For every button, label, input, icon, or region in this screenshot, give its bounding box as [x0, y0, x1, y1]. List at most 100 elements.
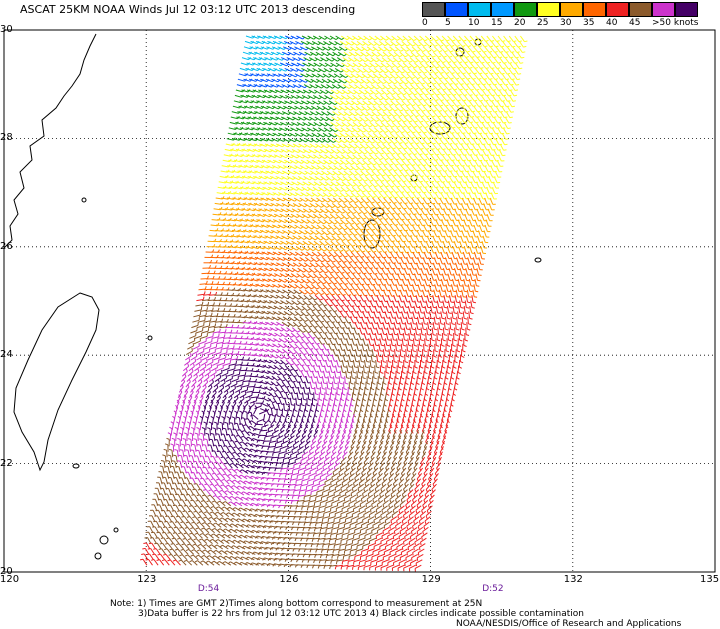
wind-barb-flag — [343, 239, 346, 240]
wind-barb-flag — [333, 173, 336, 175]
wind-barb-flag — [427, 89, 430, 90]
wind-barb-flag — [374, 44, 377, 46]
wind-barb-flag — [304, 298, 307, 300]
wind-barb-flag — [342, 272, 345, 273]
wind-barb-flag — [323, 283, 326, 284]
wind-barb — [440, 257, 443, 264]
wind-barb-flag — [400, 83, 403, 84]
wind-barb — [441, 279, 443, 286]
wind-barb-flag — [383, 142, 386, 143]
wind-barb-flag — [379, 137, 382, 138]
wind-barb-flag — [369, 158, 372, 159]
wind-barb-flag — [297, 276, 299, 278]
wind-barb-flag — [402, 45, 405, 46]
wind-barb-flag — [394, 82, 397, 83]
wind-barb-flag — [354, 60, 356, 62]
wind-barb-flag — [420, 67, 423, 68]
wind-barb — [406, 257, 409, 263]
wind-barb-flag — [396, 164, 399, 165]
wind-barb-flag — [386, 99, 389, 100]
wind-barb-flag — [349, 234, 352, 235]
wind-barb-flag — [387, 120, 390, 121]
wind-barb-flag — [362, 76, 365, 78]
wind-barb-flag — [512, 106, 515, 107]
wind-barb — [475, 187, 478, 193]
wind-barb-flag — [362, 224, 365, 225]
wind-barb-flag — [376, 153, 379, 154]
wind-barb-flag — [320, 271, 323, 272]
wind-barb-flag — [327, 206, 330, 208]
wind-barb-flag — [317, 168, 319, 170]
wind-barb-flag — [325, 217, 328, 219]
wind-barb-flag — [327, 294, 330, 295]
wind-barb — [486, 193, 489, 199]
wind-barb-flag — [383, 115, 386, 116]
wind-barb-flag — [438, 56, 441, 57]
wind-barb-flag — [312, 282, 315, 284]
wind-barb — [471, 182, 474, 188]
wind-barb — [391, 279, 394, 285]
wind-barb — [437, 214, 440, 220]
wind-barb-flag — [324, 277, 327, 278]
wind-barb-flag — [337, 92, 339, 94]
wind-barb-flag — [318, 255, 321, 257]
wind-barb-flag — [346, 136, 349, 138]
wind-barb-flag — [373, 136, 376, 137]
wind-barb-flag — [362, 196, 365, 197]
wind-barb-flag — [329, 250, 332, 251]
wind-barb — [385, 279, 388, 285]
wind-barb-flag — [347, 71, 349, 73]
wind-barb-flag — [294, 292, 296, 294]
wind-barb-flag — [355, 114, 358, 116]
wind-barb-flag — [350, 81, 353, 83]
wind-barb-flag — [365, 60, 368, 62]
wind-barb — [472, 236, 474, 243]
wind-barb-flag — [452, 40, 455, 41]
wind-barb-flag — [390, 164, 393, 165]
wind-barb-flag — [365, 120, 368, 122]
wind-barb-flag — [349, 207, 352, 208]
wind-barb-flag — [315, 266, 318, 268]
wind-barb-flag — [364, 125, 367, 127]
wind-barb-flag — [362, 49, 365, 51]
wind-barb-flag — [408, 126, 411, 127]
wind-barb-flag — [395, 110, 398, 111]
wind-barb-flag — [360, 147, 363, 148]
wind-barb-flag — [306, 260, 309, 262]
wind-barb-flag — [390, 77, 393, 78]
wind-barb — [444, 263, 446, 270]
wind-barb — [483, 236, 485, 243]
wind-barb-flag — [402, 99, 405, 100]
wind-barb-flag — [341, 130, 343, 132]
wind-barb — [431, 274, 433, 281]
wind-barb-flag — [320, 184, 322, 186]
wind-barb-flag — [336, 157, 339, 159]
wind-barb-flag — [361, 82, 364, 84]
wind-barb — [489, 203, 492, 210]
wind-barb-flag — [364, 98, 367, 100]
wind-barb-flag — [361, 169, 364, 170]
wind-barb-flag — [372, 202, 375, 203]
wind-barb-flag — [356, 141, 359, 143]
wind-barb-flag — [436, 100, 439, 101]
wind-barb-flag — [368, 136, 371, 137]
wind-barb-flag — [221, 292, 222, 295]
wind-barb — [466, 268, 468, 275]
wind-barb-flag — [209, 271, 210, 274]
wind-barb-flag — [381, 66, 384, 68]
wind-barb-flag — [340, 108, 342, 110]
wind-barb-flag — [438, 89, 441, 90]
wind-barb-flag — [436, 40, 439, 41]
wind-barb-flag — [370, 180, 373, 181]
wind-barb-flag — [356, 109, 359, 111]
wind-barb-flag — [323, 228, 326, 230]
wind-barb-flag — [335, 103, 337, 105]
wind-barb-flag — [372, 115, 375, 116]
wind-barb-flag — [354, 152, 357, 154]
wind-barb-flag — [460, 56, 463, 57]
wind-barb-flag — [416, 88, 419, 89]
wind-barb-flag — [329, 135, 331, 137]
wind-barb-flag — [476, 286, 479, 287]
wind-barb-flag — [407, 132, 410, 133]
wind-barb-flag — [427, 116, 430, 117]
